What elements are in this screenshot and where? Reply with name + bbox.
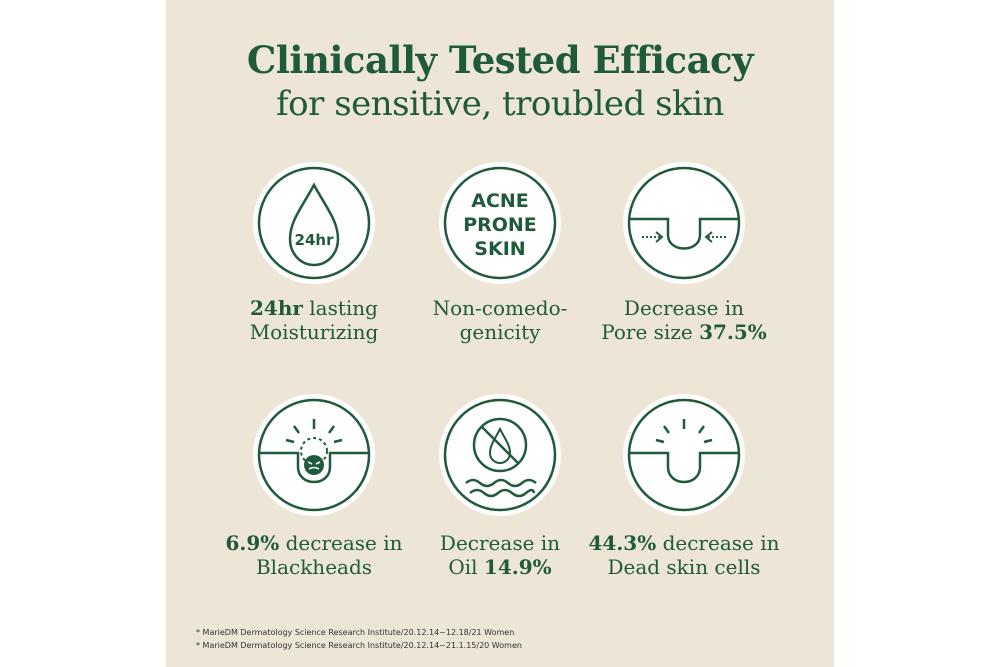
infographic-panel: Clinically Tested Efficacy for sensitive…	[166, 0, 834, 667]
pore-size-icon	[623, 162, 745, 284]
badge-moisturizing: 24hr	[252, 161, 376, 285]
badge-pore-size	[622, 161, 746, 285]
water-drop-icon: 24hr	[253, 162, 375, 284]
footnotes: * MarieDM Dermatology Science Research I…	[196, 626, 522, 652]
dead-skin-cells-icon	[623, 394, 745, 516]
footnote: * MarieDM Dermatology Science Research I…	[196, 628, 515, 637]
caption-moisturizing: 24hr lasting Moisturizing	[249, 296, 379, 344]
svg-text:PRONE: PRONE	[463, 214, 537, 236]
blackhead-icon	[253, 394, 375, 516]
headline: Clinically Tested Efficacy	[246, 38, 754, 82]
caption-non-comedogenic: Non-comedo- genicity	[432, 296, 568, 344]
svg-text:SKIN: SKIN	[474, 238, 525, 260]
no-oil-icon	[439, 394, 561, 516]
badge-dead-skin-cells	[622, 393, 746, 517]
caption-dead-skin-cells: 44.3% decrease in Dead skin cells	[588, 531, 780, 579]
acne-prone-skin-icon: ACNE PRONE SKIN	[439, 162, 561, 284]
subheadline: for sensitive, troubled skin	[276, 84, 724, 124]
caption-oil: Decrease in Oil 14.9%	[439, 531, 561, 579]
drop-label: 24hr	[295, 231, 335, 249]
caption-pore-size: Decrease in Pore size 37.5%	[601, 296, 767, 344]
badge-blackheads	[252, 393, 376, 517]
footnote: * MarieDM Dermatology Science Research I…	[196, 641, 522, 650]
badge-oil	[438, 393, 562, 517]
badge-non-comedogenic: ACNE PRONE SKIN	[438, 161, 562, 285]
caption-blackheads: 6.9% decrease in Blackheads	[225, 531, 403, 579]
svg-text:ACNE: ACNE	[471, 190, 529, 212]
